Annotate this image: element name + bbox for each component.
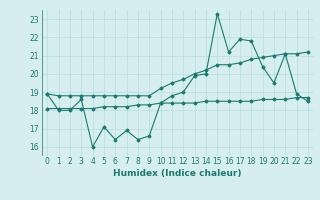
X-axis label: Humidex (Indice chaleur): Humidex (Indice chaleur) <box>113 169 242 178</box>
